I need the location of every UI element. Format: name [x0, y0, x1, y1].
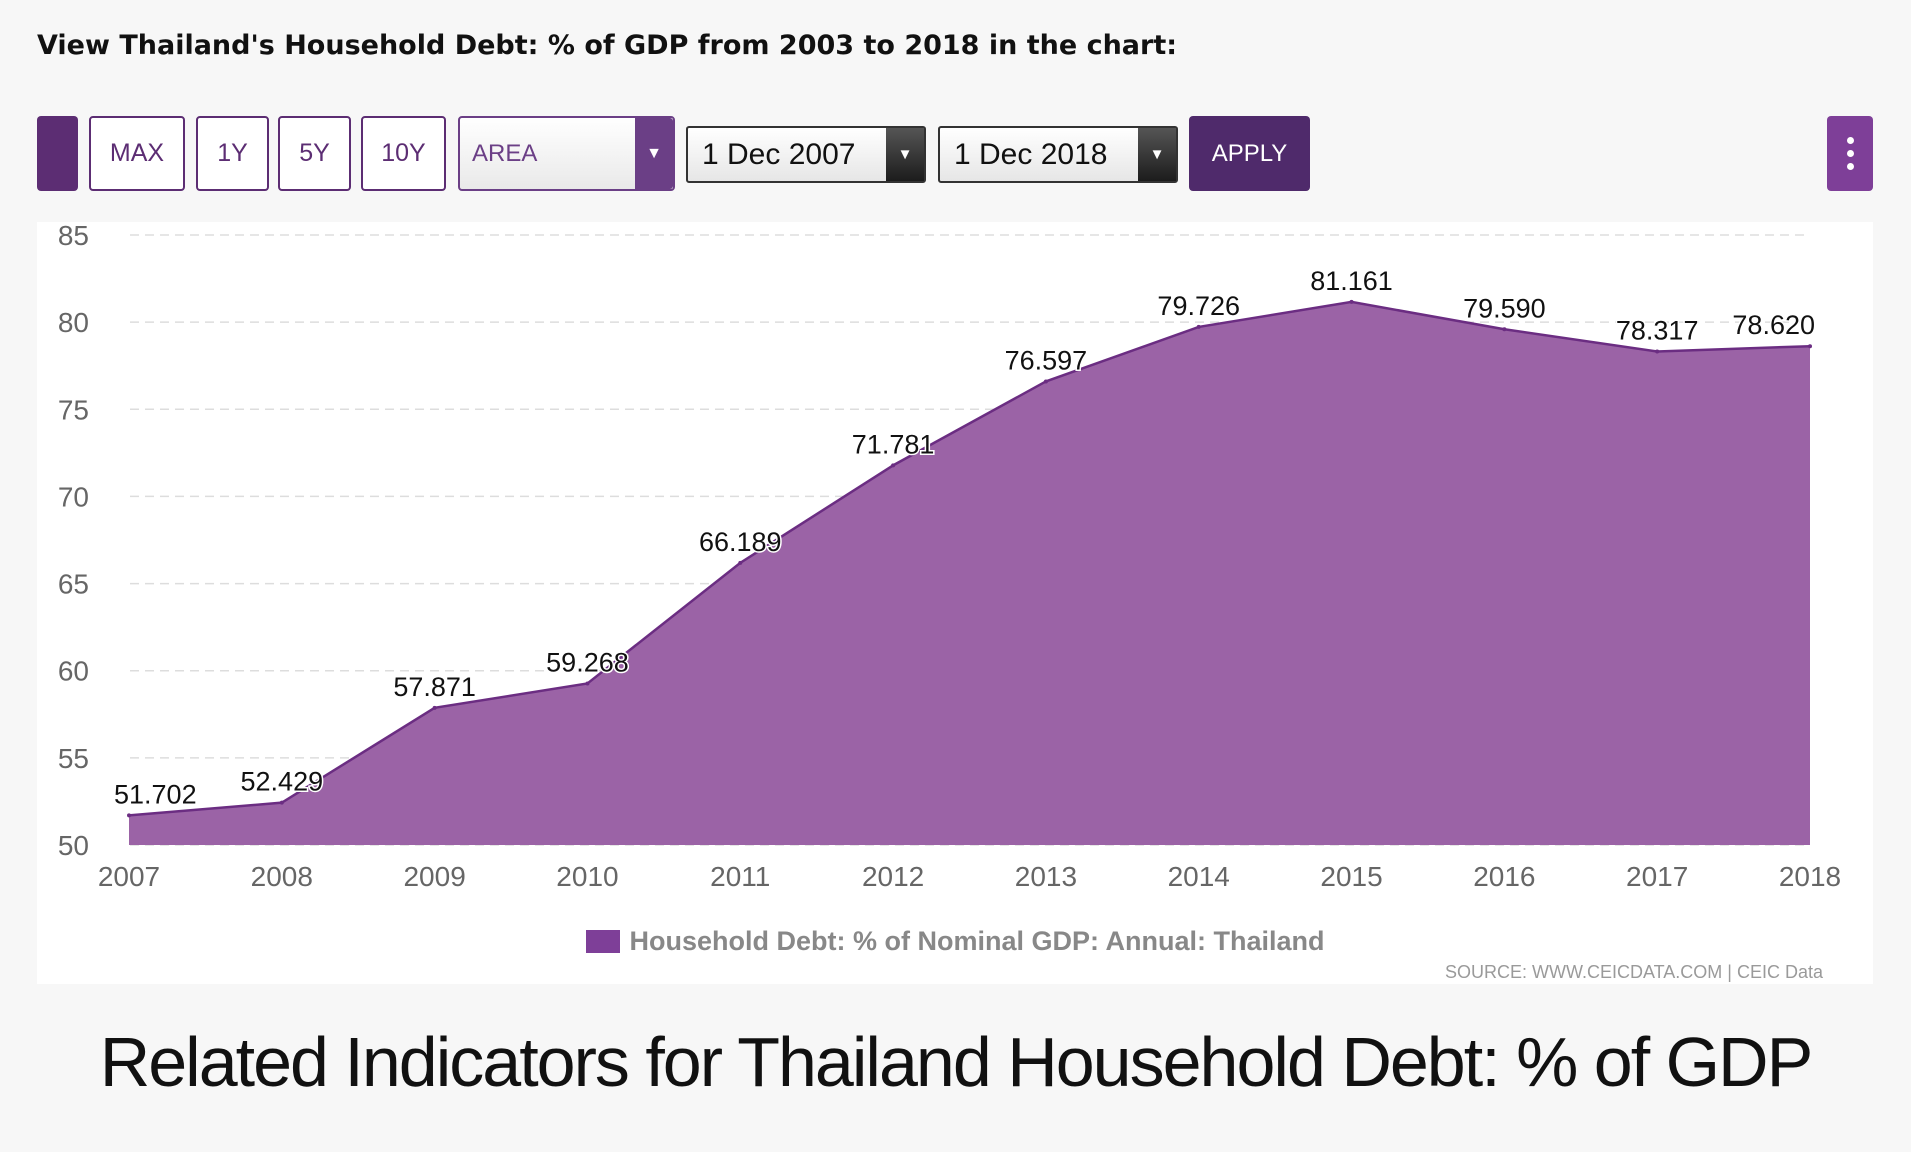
y-tick-label: 55 [58, 743, 89, 774]
data-label: 51.702 [114, 779, 197, 809]
data-label: 52.429 [241, 767, 324, 797]
data-label: 81.161 [1310, 266, 1393, 296]
x-tick-label: 2007 [98, 861, 160, 892]
legend-label: Household Debt: % of Nominal GDP: Annual… [629, 926, 1325, 956]
x-tick-label: 2018 [1779, 861, 1841, 892]
x-tick-label: 2011 [710, 861, 770, 892]
chart-panel: 50 55 60 65 70 75 80 85 51.702 52.429 57.871 59.268… [37, 222, 1873, 984]
range-1y-button[interactable]: 1Y [196, 116, 269, 191]
x-tick-label: 2014 [1168, 861, 1230, 892]
toolbar-accent-button[interactable] [37, 116, 78, 191]
data-label: 79.726 [1157, 291, 1240, 321]
y-tick-label: 80 [58, 307, 89, 338]
y-tick-label: 75 [58, 394, 89, 425]
data-label: 78.317 [1616, 315, 1699, 345]
x-tick-label: 2017 [1626, 861, 1688, 892]
x-tick-label: 2015 [1320, 861, 1382, 892]
more-options-button[interactable] [1827, 116, 1873, 191]
chart-legend[interactable]: Household Debt: % of Nominal GDP: Annual… [37, 926, 1873, 957]
data-point [279, 800, 284, 805]
data-point [1196, 324, 1201, 329]
data-point [738, 560, 743, 565]
y-tick-label: 60 [58, 656, 89, 687]
range-max-button[interactable]: MAX [89, 116, 185, 191]
related-indicators-title: Related Indicators for Thailand Househol… [99, 1023, 1814, 1101]
data-label: 71.781 [852, 429, 935, 459]
legend-swatch [585, 930, 620, 953]
data-point [432, 705, 437, 710]
area-line [128, 300, 1811, 817]
data-point [127, 813, 131, 818]
data-label: 59.268 [546, 647, 629, 677]
y-tick-label: 70 [58, 481, 89, 512]
more-vertical-icon [1846, 137, 1854, 144]
data-label: 57.871 [393, 672, 476, 702]
data-point [1655, 349, 1660, 354]
chart-type-value: AREA [472, 139, 538, 167]
chevron-down-icon: ▼ [635, 118, 673, 189]
from-date-select[interactable]: 1 Dec 2007 ▼ [686, 126, 926, 183]
apply-button[interactable]: APPLY [1189, 116, 1310, 191]
data-point [585, 681, 590, 686]
to-date-value: 1 Dec 2018 [954, 137, 1108, 171]
y-tick-label: 65 [58, 569, 89, 600]
x-tick-label: 2010 [556, 861, 618, 892]
x-tick-label: 2012 [862, 861, 924, 892]
area-fill [129, 301, 1810, 845]
data-label: 78.620 [1732, 310, 1815, 340]
source-note: SOURCE: WWW.CEICDATA.COM | CEIC Data [1444, 962, 1823, 982]
data-point [1043, 379, 1048, 384]
data-point [1502, 327, 1507, 332]
chevron-down-icon: ▼ [886, 128, 924, 181]
data-point [1349, 299, 1354, 304]
data-label: 79.590 [1463, 293, 1546, 323]
data-label: 66.189 [699, 527, 782, 557]
range-5y-button[interactable]: 5Y [278, 116, 351, 191]
x-tick-label: 2008 [251, 861, 313, 892]
data-point [891, 463, 896, 468]
y-tick-label: 50 [58, 830, 89, 861]
y-tick-label: 85 [58, 222, 89, 251]
page-heading: View Thailand's Household Debt: % of GDP… [37, 30, 1178, 61]
from-date-value: 1 Dec 2007 [702, 137, 856, 171]
to-date-select[interactable]: 1 Dec 2018 ▼ [938, 126, 1178, 183]
x-tick-label: 2009 [403, 861, 465, 892]
chevron-down-icon: ▼ [1138, 128, 1176, 181]
data-point [1808, 344, 1812, 349]
range-10y-button[interactable]: 10Y [361, 116, 446, 191]
area-chart: 50 55 60 65 70 75 80 85 51.702 52.429 57.871 59.268… [58, 222, 1841, 892]
chart-type-select[interactable]: AREA ▼ [458, 116, 675, 191]
x-tick-label: 2016 [1473, 861, 1535, 892]
chart-toolbar: MAX 1Y 5Y 10Y AREA ▼ 1 Dec 2007 ▼ 1 Dec … [37, 116, 1873, 191]
x-tick-label: 2013 [1015, 861, 1077, 892]
data-label: 76.597 [1005, 345, 1088, 375]
